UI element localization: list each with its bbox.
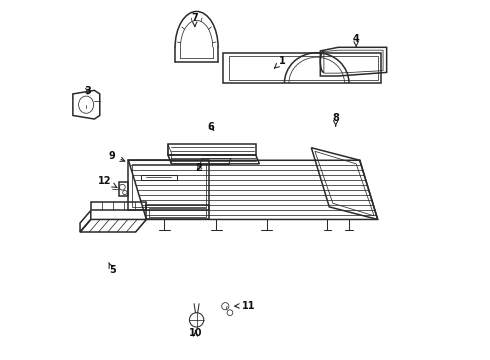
Text: 5: 5 xyxy=(109,262,116,275)
Text: 7: 7 xyxy=(192,13,198,26)
Text: 9: 9 xyxy=(109,150,125,161)
Text: 6: 6 xyxy=(208,122,214,132)
Text: 10: 10 xyxy=(189,328,202,338)
Text: 12: 12 xyxy=(98,176,117,188)
Text: 8: 8 xyxy=(332,113,339,126)
Text: 3: 3 xyxy=(85,86,91,96)
Text: 11: 11 xyxy=(235,301,255,311)
Text: 2: 2 xyxy=(196,163,202,173)
Text: 1: 1 xyxy=(274,56,286,68)
Text: 4: 4 xyxy=(353,35,360,47)
